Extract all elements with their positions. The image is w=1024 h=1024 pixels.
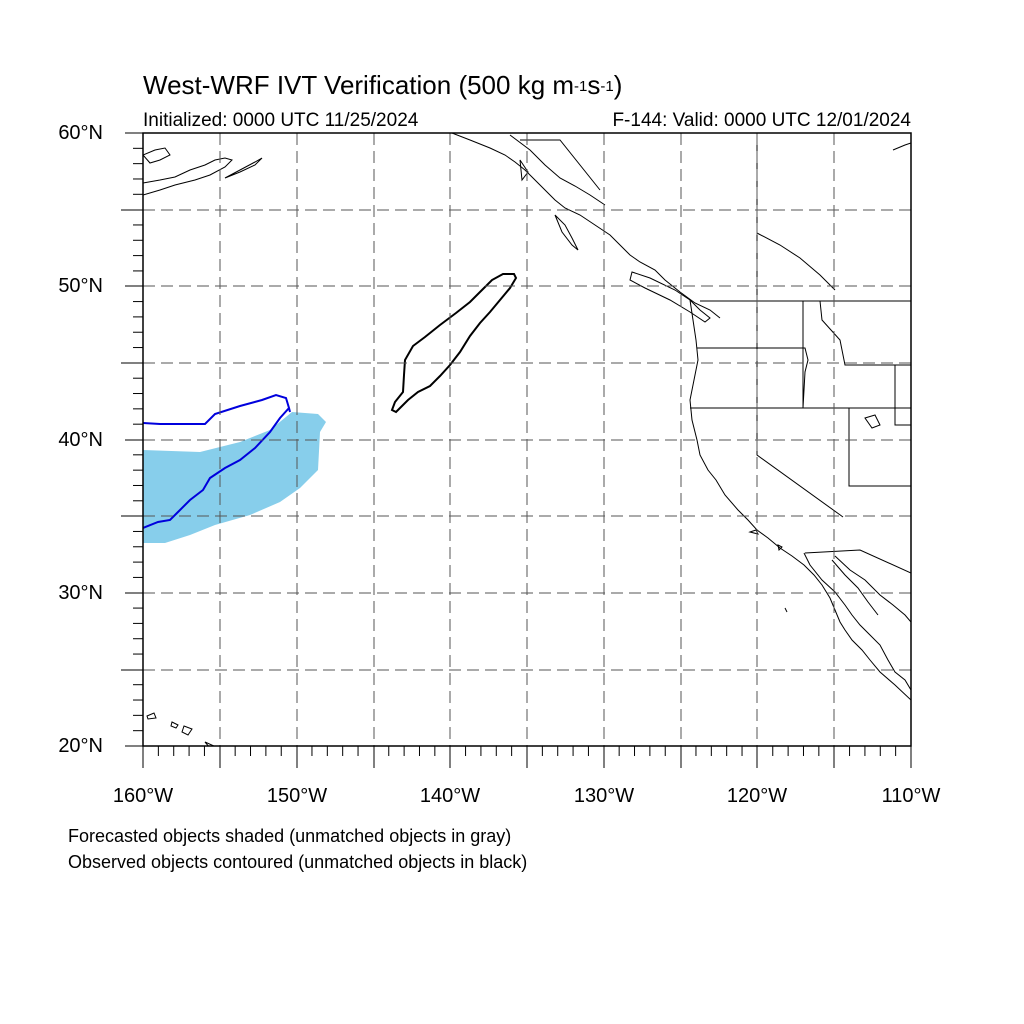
lat-label-30: 30°N [58, 582, 103, 604]
lon-label-110w: 110°W [881, 785, 941, 807]
legend-forecast-note: Forecasted objects shaded (unmatched obj… [68, 826, 512, 846]
lon-label-120w: 120°W [726, 785, 788, 807]
minor-ticks [133, 147, 897, 756]
lat-label-40: 40°N [58, 429, 103, 451]
lat-label-60: 60°N [58, 122, 103, 144]
lon-label-150w: 150°W [266, 785, 328, 807]
lon-label-160w: 160°W [112, 785, 174, 807]
lat-label-20: 20°N [58, 735, 103, 757]
lat-label-50: 50°N [58, 275, 103, 297]
axis-ticks [121, 132, 912, 768]
legend-observed-note: Observed objects contoured (unmatched ob… [68, 852, 528, 872]
observed-object-unmatched-contour [390, 273, 518, 414]
initialized-label: Initialized: 0000 UTC 11/25/2024 [143, 110, 419, 131]
valid-time-label: F-144: Valid: 0000 UTC 12/01/2024 [612, 110, 911, 131]
lon-label-130w: 130°W [573, 785, 635, 807]
observed-object-matched-contour [143, 393, 291, 529]
graticule [143, 133, 911, 746]
map-title: West-WRF IVT Verification (500 kg m-1s-1… [143, 70, 623, 100]
lon-label-140w: 140°W [419, 785, 481, 807]
forecast-object-shaded [143, 412, 326, 543]
